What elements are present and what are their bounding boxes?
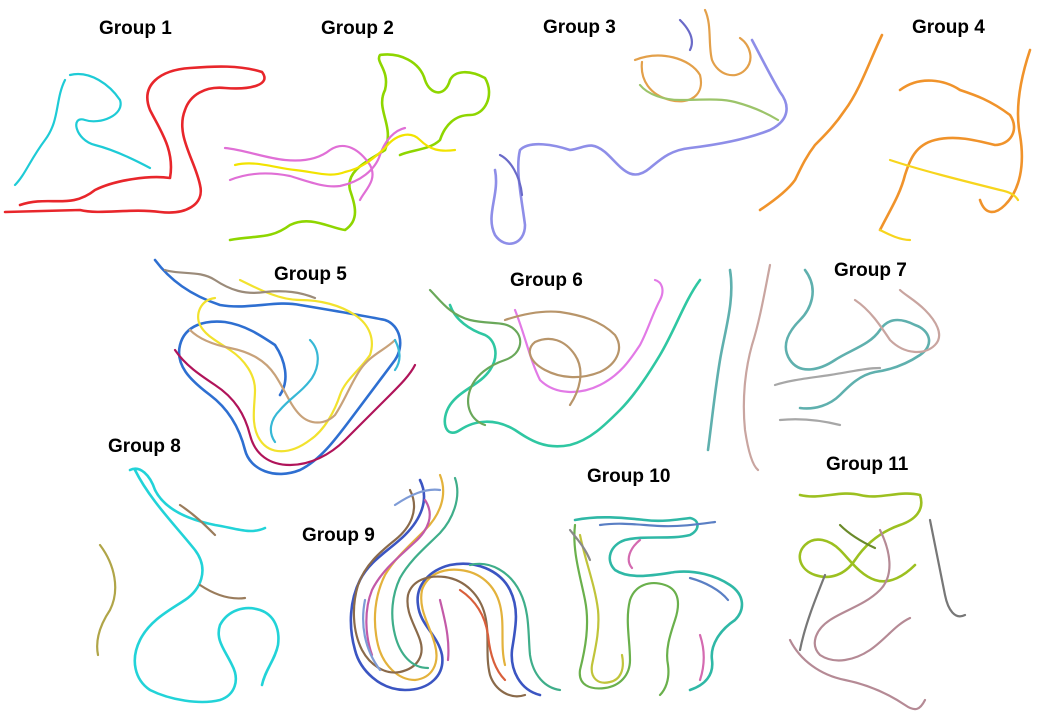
group-5-chain-e [269, 338, 401, 444]
group-5-structure [153, 258, 417, 476]
group-8-chain-a [128, 467, 280, 704]
group-3-chain-b [633, 8, 752, 103]
group-9-chain-d [391, 476, 562, 692]
group-11-chain-a [798, 492, 923, 583]
group-label: Group 4 [912, 17, 985, 38]
group-5-chain-d [173, 348, 417, 467]
group-5-chain-f [163, 268, 317, 300]
group-9-chain-g [458, 588, 507, 682]
group-10-chain-b [573, 523, 680, 697]
group-label: Group 2 [321, 18, 394, 39]
group-3-chain-c [638, 83, 780, 122]
group-11-chain-d [838, 523, 877, 550]
group-2-chain-a [228, 53, 491, 242]
group-2-chain-c [233, 133, 457, 176]
group-1-chain-a [3, 65, 266, 214]
group-4-chain-b [878, 158, 1020, 242]
group-6-chain-c [503, 310, 621, 407]
group-6-structure [428, 278, 702, 448]
group-label: Group 8 [108, 436, 181, 457]
group-6-chain-b [513, 278, 664, 394]
group-7-structure [706, 263, 941, 472]
group-8-chain-b [96, 543, 117, 657]
group-label: Group 3 [543, 17, 616, 38]
group-9-chain-f [362, 488, 442, 672]
group-9-structure [349, 473, 562, 698]
group-9-chain-c [352, 488, 527, 698]
group-11-chain-b [788, 528, 927, 711]
group-11-chain-c [798, 518, 967, 652]
group-7-chain-a [706, 268, 931, 452]
group-7-chain-c [773, 366, 882, 427]
group-10-chain-f [568, 528, 592, 562]
group-label: Group 7 [834, 260, 907, 281]
group-label: Group 1 [99, 18, 172, 39]
group-label: Group 9 [302, 525, 375, 546]
group-label: Group 10 [587, 466, 671, 487]
group-8-structure [96, 467, 280, 704]
group-3-chain-d [498, 18, 694, 197]
group-label: Group 11 [826, 454, 909, 475]
group-5-chain-b [197, 278, 373, 453]
group-10-chain-a [573, 515, 744, 692]
group-1-structure [3, 65, 266, 214]
group-1-chain-b [13, 72, 152, 187]
group-3-chain-a [490, 38, 788, 245]
group-2-chain-b [223, 126, 407, 202]
group-10-chain-e [627, 538, 705, 682]
group-label: Group 6 [510, 270, 583, 291]
group-5-chain-a [153, 258, 402, 476]
group-4-chain-a [758, 33, 1032, 232]
group-8-chain-c [178, 503, 247, 600]
group-10-structure [568, 515, 744, 697]
group-11-structure [788, 492, 967, 711]
group-3-structure [490, 8, 788, 245]
group-5-chain-c [188, 328, 397, 424]
group-label: Group 5 [274, 264, 347, 285]
group-9-chain-e [365, 498, 450, 662]
group-6-chain-a [443, 278, 702, 448]
group-4-structure [758, 33, 1032, 242]
group-7-chain-b [742, 263, 941, 472]
group-2-structure [223, 53, 491, 242]
group-10-chain-d [598, 520, 730, 602]
group-9-chain-a [349, 478, 542, 697]
group-6-chain-d [428, 288, 522, 427]
group-10-chain-c [578, 533, 624, 684]
